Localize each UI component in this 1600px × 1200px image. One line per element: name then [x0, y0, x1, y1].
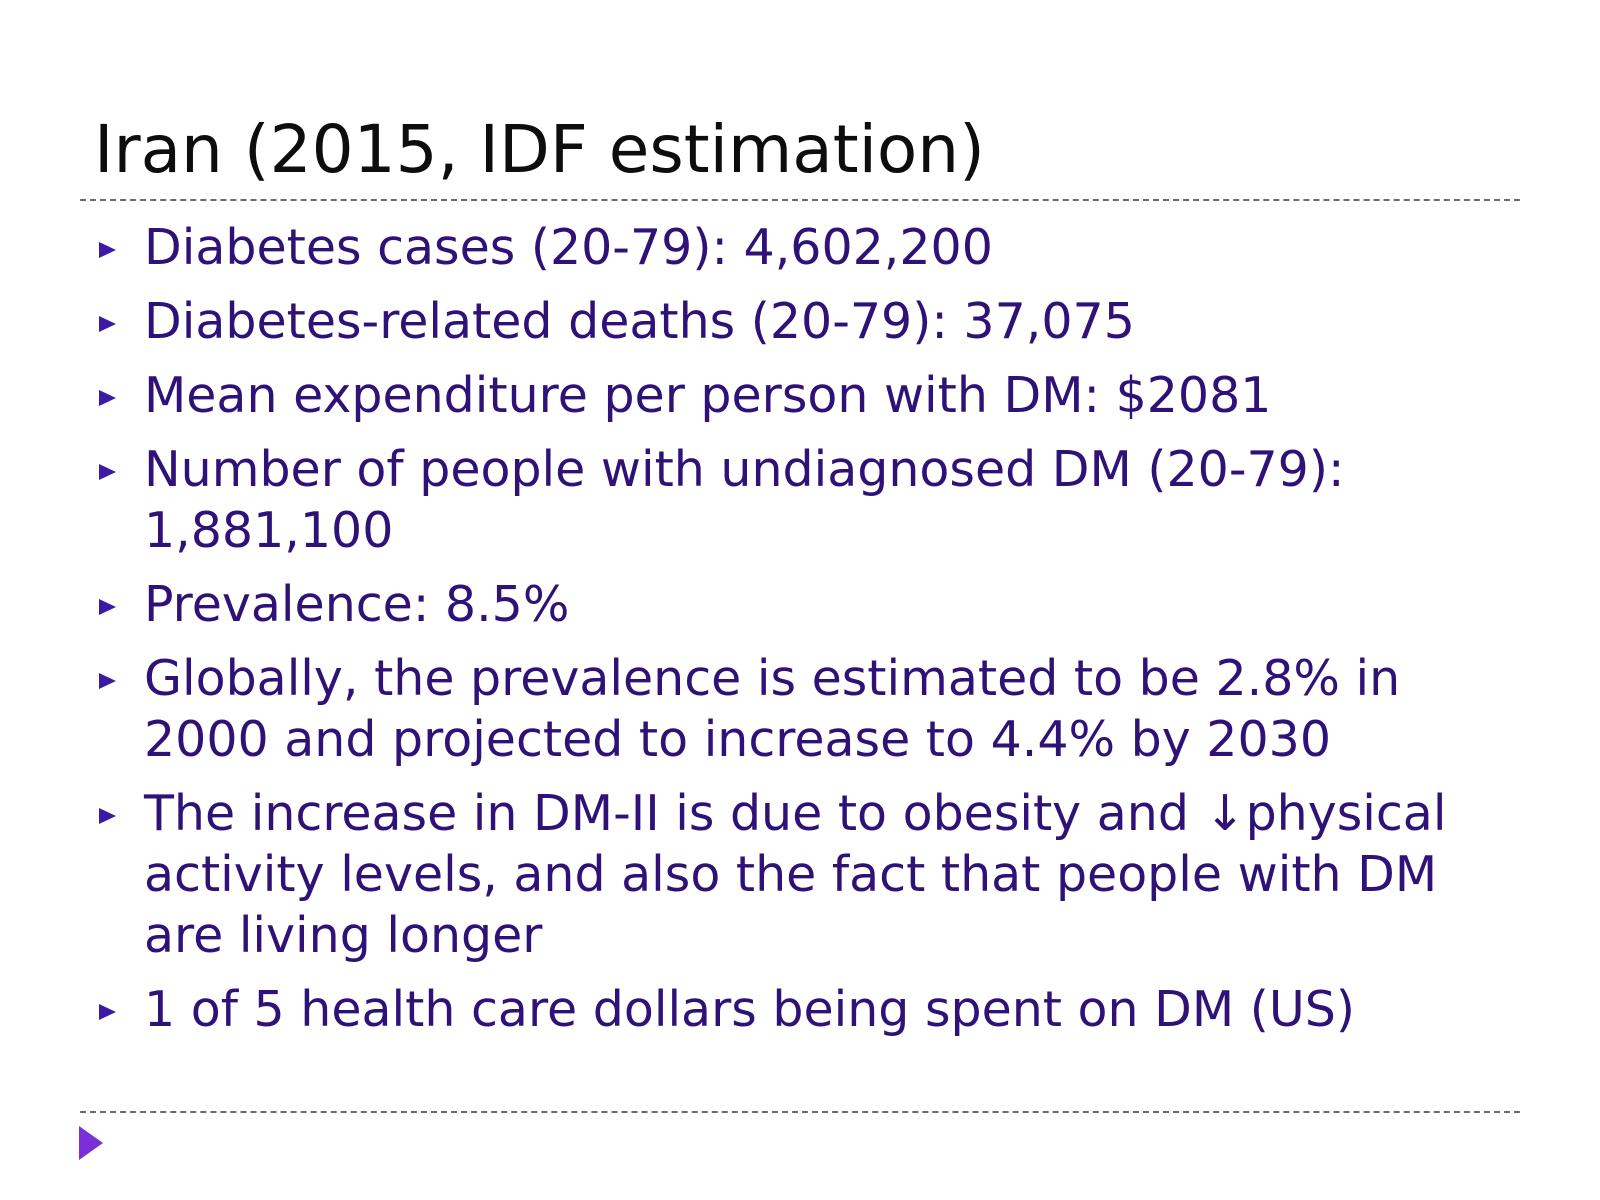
bullet-item: Mean expenditure per person with DM: $20… [0, 365, 1600, 426]
bullet-item: 1 of 5 health care dollars being spent o… [0, 979, 1600, 1040]
slide-title: Iran (2015, IDF estimation) [94, 111, 985, 188]
play-triangle-icon [79, 1126, 103, 1160]
bullet-text: Diabetes cases (20-79): 4,602,200 [144, 219, 993, 276]
bullet-item: Prevalence: 8.5% [0, 574, 1600, 635]
bullet-item: Diabetes cases (20-79): 4,602,200 [0, 217, 1600, 278]
bullet-item: Number of people with undiagnosed DM (20… [0, 439, 1600, 561]
bullet-text: Number of people with undiagnosed DM (20… [144, 441, 1345, 559]
bullet-item: Globally, the prevalence is estimated to… [0, 648, 1600, 770]
bullet-text: Prevalence: 8.5% [144, 576, 570, 633]
triangle-bullet-icon [99, 599, 116, 615]
bullet-text: Diabetes-related deaths (20-79): 37,075 [144, 293, 1135, 350]
triangle-bullet-icon [99, 1004, 116, 1020]
triangle-bullet-icon [99, 464, 116, 480]
triangle-bullet-icon [99, 316, 116, 332]
triangle-bullet-icon [99, 242, 116, 258]
footer-divider [80, 1111, 1520, 1113]
triangle-bullet-icon [99, 390, 116, 406]
bullet-item: Diabetes-related deaths (20-79): 37,075 [0, 291, 1600, 352]
bullet-list: Diabetes cases (20-79): 4,602,200 Diabet… [0, 217, 1600, 1053]
bullet-text: The increase in DM-II is due to obesity … [144, 785, 1447, 964]
bullet-text: Mean expenditure per person with DM: $20… [144, 367, 1272, 424]
bullet-item: The increase in DM-II is due to obesity … [0, 783, 1600, 966]
title-divider [80, 199, 1520, 201]
triangle-bullet-icon [99, 673, 116, 689]
triangle-bullet-icon [99, 808, 116, 824]
bullet-text: 1 of 5 health care dollars being spent o… [144, 981, 1355, 1038]
bullet-text: Globally, the prevalence is estimated to… [144, 650, 1401, 768]
